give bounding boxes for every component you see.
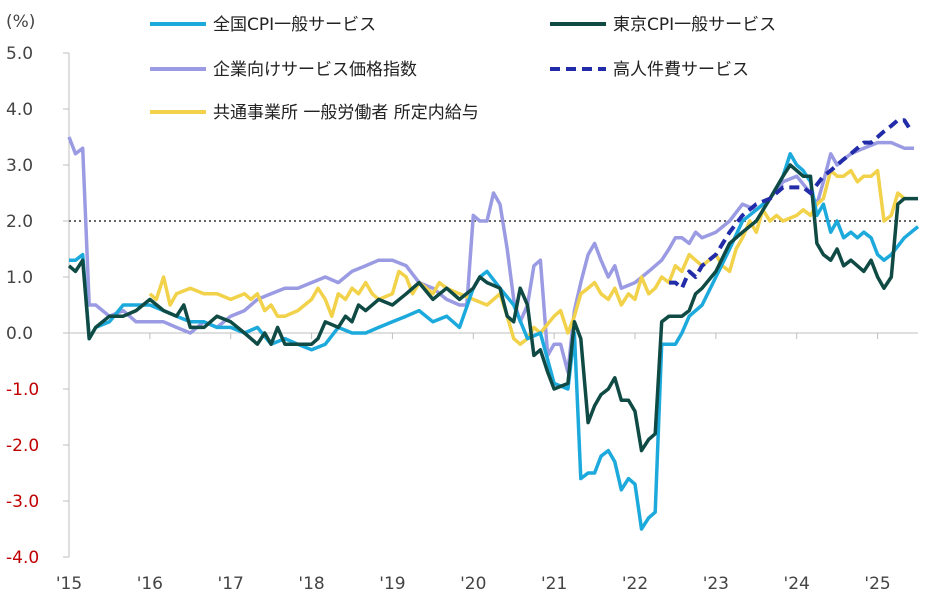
series-line-4 xyxy=(669,118,914,291)
x-tick-label: '22 xyxy=(622,574,648,594)
x-tick-label: '23 xyxy=(703,574,729,594)
series-lines xyxy=(67,118,920,531)
y-unit-label: (%) xyxy=(6,12,35,32)
series-line-1 xyxy=(69,152,920,531)
x-tick-label: '25 xyxy=(864,574,890,594)
y-tick-label: 5.0 xyxy=(6,44,33,64)
y-tick-label: -3.0 xyxy=(6,492,39,512)
x-tick-label: '21 xyxy=(541,574,567,594)
x-tick-label: '20 xyxy=(460,574,486,594)
y-tick-label: -2.0 xyxy=(6,436,39,456)
y-tick-label: 4.0 xyxy=(6,100,33,120)
x-tick-label: '15 xyxy=(56,574,82,594)
legend-label: 企業向けサービス価格指数 xyxy=(213,60,417,80)
y-tick-label: -4.0 xyxy=(6,548,39,568)
y-tick-label: 3.0 xyxy=(6,156,33,176)
x-tick-label: '19 xyxy=(379,574,405,594)
x-tick-label: '17 xyxy=(218,574,244,594)
series-line-5 xyxy=(148,168,906,346)
x-tick-label: '16 xyxy=(137,574,163,594)
axes: 5.0 4.0 3.0 2.0 1.0 0.0 -1.0 -2.0 -3.0 -4.0 '15 '16… xyxy=(6,44,918,594)
x-tick-label: '24 xyxy=(784,574,810,594)
legend-label: 高人件費サービス xyxy=(613,60,749,80)
legend-label: 共通事業所 一般労働者 所定内給与 xyxy=(213,103,479,123)
legend-label: 全国CPI一般サービス xyxy=(213,15,376,35)
legend-label: 東京CPI一般サービス xyxy=(613,15,776,35)
y-tick-label: -1.0 xyxy=(6,380,39,400)
y-tick-label: 1.0 xyxy=(6,268,33,288)
series-line-2 xyxy=(67,163,918,453)
x-tick-label: '18 xyxy=(298,574,324,594)
y-tick-label: 2.0 xyxy=(6,212,33,232)
y-tick-label: 0.0 xyxy=(6,324,33,344)
